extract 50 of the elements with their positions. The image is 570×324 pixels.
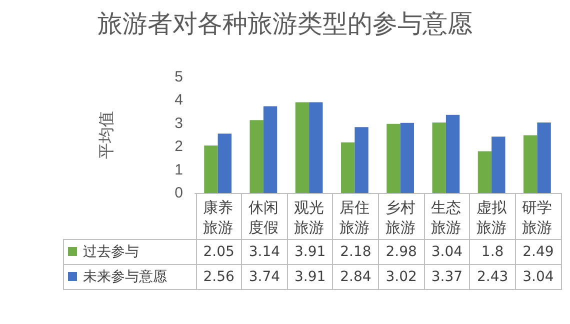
data-label: 3.04 bbox=[515, 264, 561, 290]
data-label: 1.8 bbox=[470, 240, 516, 264]
data-label: 3.37 bbox=[424, 264, 470, 290]
data-label: 3.91 bbox=[287, 264, 333, 290]
bar bbox=[446, 114, 460, 193]
chart-title: 旅游者对各种旅游类型的参与意愿 bbox=[98, 9, 472, 38]
data-label: 2.18 bbox=[332, 240, 378, 264]
bar bbox=[537, 122, 551, 193]
bar bbox=[341, 142, 355, 193]
y-tick-label: 0 bbox=[174, 184, 183, 202]
x-tick-label: 观光旅游 bbox=[294, 200, 324, 236]
bar bbox=[354, 127, 368, 193]
bar bbox=[218, 134, 232, 193]
bar bbox=[295, 102, 310, 193]
x-tick-label: 生态旅游 bbox=[430, 200, 461, 236]
bar bbox=[478, 151, 492, 193]
y-tick-label: 1 bbox=[174, 161, 183, 178]
x-tick-label: 虚拟旅游 bbox=[476, 200, 508, 236]
y-axis-title: 平均值 bbox=[98, 111, 116, 159]
x-tick-label: 乡村旅游 bbox=[385, 200, 416, 236]
bar bbox=[204, 145, 218, 193]
bar bbox=[524, 135, 538, 193]
x-tick-label: 休闲度假 bbox=[248, 200, 278, 236]
data-label: 2.43 bbox=[470, 264, 516, 290]
x-tick-label: 居住旅游 bbox=[340, 200, 370, 236]
bar bbox=[309, 102, 323, 193]
bar bbox=[432, 122, 446, 193]
data-label: 2.49 bbox=[515, 240, 561, 264]
data-label: 3.02 bbox=[378, 264, 424, 290]
data-label: 2.56 bbox=[196, 264, 242, 290]
x-tick-label: 康养旅游 bbox=[202, 200, 233, 236]
y-tick-label: 5 bbox=[174, 68, 183, 86]
data-label: 3.91 bbox=[287, 240, 333, 264]
bar bbox=[492, 136, 506, 193]
data-label: 2.05 bbox=[196, 240, 242, 264]
data-label: 2.84 bbox=[332, 264, 378, 290]
x-tick-label: 研学旅游 bbox=[522, 200, 552, 236]
y-tick-label: 4 bbox=[174, 92, 183, 109]
data-label: 3.04 bbox=[424, 240, 470, 264]
bar bbox=[400, 122, 414, 193]
y-tick-label: 2 bbox=[174, 138, 183, 156]
data-label: 3.14 bbox=[242, 240, 288, 264]
y-tick-label: 3 bbox=[174, 114, 183, 132]
data-label: 2.98 bbox=[378, 240, 424, 264]
legend-label: 未来参与意愿 bbox=[64, 264, 196, 290]
legend-label: 过去参与 bbox=[64, 240, 196, 264]
bar bbox=[386, 124, 400, 193]
bar bbox=[263, 106, 278, 193]
data-label: 3.74 bbox=[242, 264, 288, 290]
bar bbox=[250, 120, 264, 193]
